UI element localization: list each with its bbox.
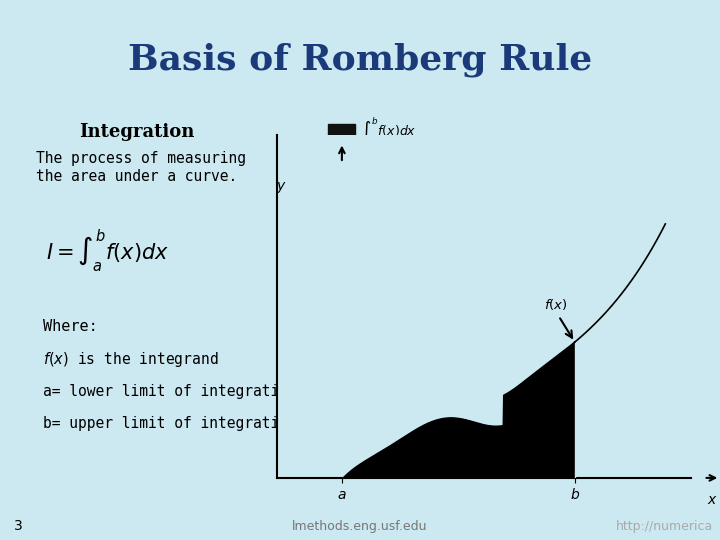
Text: a= lower limit of integration: a= lower limit of integration [43,384,297,399]
Text: Basis of Romberg Rule: Basis of Romberg Rule [128,42,592,77]
Text: http://numerica: http://numerica [616,520,713,533]
Text: b= upper limit of integration: b= upper limit of integration [43,416,297,431]
Bar [328,124,355,136]
Text: Integration: Integration [79,123,194,141]
Text: $f(x)$: $f(x)$ [544,296,567,312]
Text: y: y [276,179,284,193]
Text: The process of measuring
the area under a curve.: The process of measuring the area under … [36,151,246,184]
Text: Where:: Where: [43,319,98,334]
Text: $f(x)$ is the integrand: $f(x)$ is the integrand [43,349,219,369]
Text: x: x [708,493,716,507]
Text: 3: 3 [14,519,23,534]
Text: $I = \int_a^b f(x)dx$: $I = \int_a^b f(x)dx$ [47,228,169,274]
Text: lmethods.eng.usf.edu: lmethods.eng.usf.edu [292,520,428,533]
Text: $\int_a^b f(x)dx$: $\int_a^b f(x)dx$ [361,115,417,144]
